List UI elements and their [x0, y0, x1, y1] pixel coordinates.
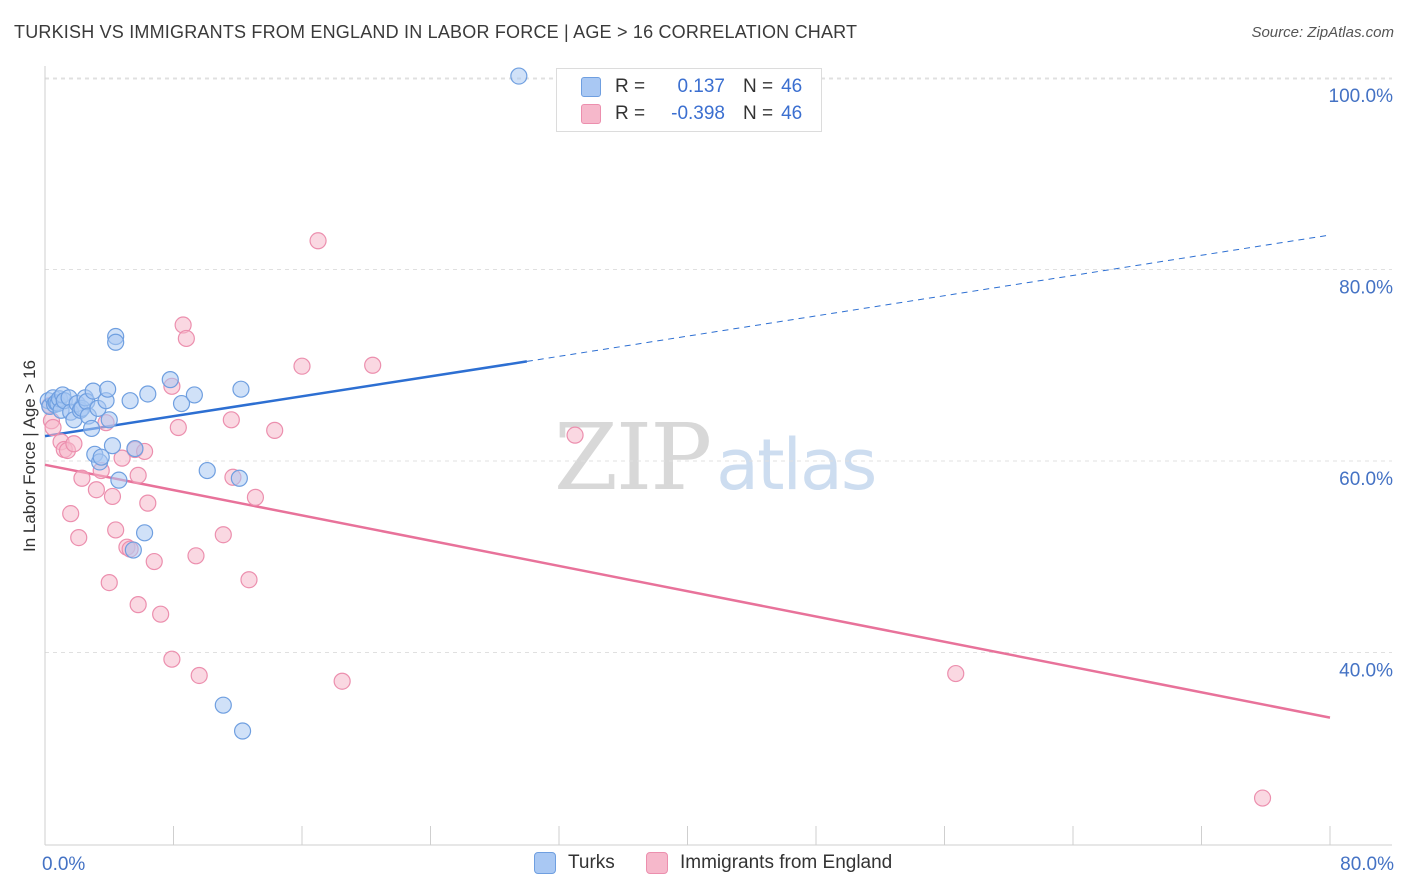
england-point [163, 650, 181, 668]
y-tick-label: 60.0% [1339, 469, 1393, 490]
england-point [266, 421, 284, 439]
turks-point [230, 469, 248, 487]
turks-trend-extension [526, 234, 1331, 362]
source-label: Source: ZipAtlas.com [1251, 24, 1394, 41]
england-point [214, 526, 232, 544]
legend-item-turks[interactable]: Turks [534, 852, 615, 874]
turks-n-value: 46 [781, 76, 803, 97]
england-point [309, 232, 327, 250]
turks-point [233, 722, 252, 740]
england-r-label: R = [615, 103, 646, 124]
england-point [1253, 789, 1272, 807]
england-point [73, 469, 91, 487]
turks-point [103, 437, 122, 455]
england-point [293, 357, 311, 375]
tick-labels: 40.0% 60.0% 80.0% 100.0% 0.0% 80.0% [42, 86, 1394, 875]
y-tick-label: 100.0% [1329, 86, 1394, 107]
england-point [113, 449, 131, 467]
turks-point [107, 333, 125, 351]
england-point [62, 505, 80, 523]
england-point [70, 528, 88, 547]
england-point [169, 418, 187, 437]
turks-n-label: N = [743, 76, 774, 97]
watermark-atlas: atlas [716, 424, 877, 506]
england-point [100, 574, 118, 592]
turks-point [82, 419, 101, 438]
england-point [103, 487, 122, 506]
england-n-value: 46 [781, 103, 803, 124]
legend-turks-label: Turks [568, 852, 615, 873]
trend-lines [44, 234, 1331, 719]
england-r-value: -0.398 [671, 103, 725, 124]
england-point [44, 418, 62, 437]
england-point [333, 672, 351, 690]
turks-point [124, 541, 142, 559]
turks-r-label: R = [615, 76, 646, 97]
turks-trend-line [44, 360, 528, 438]
turks-point [214, 696, 232, 714]
turks-point [126, 439, 144, 458]
england-point [65, 435, 83, 453]
turks-point [100, 411, 118, 429]
england-point [222, 411, 240, 429]
axes [44, 66, 1392, 846]
england-point [145, 552, 163, 571]
turks-point [92, 448, 110, 466]
turks-point [161, 371, 179, 389]
watermark: ZIPatlas [554, 404, 877, 511]
chart-title: TURKISH VS IMMIGRANTS FROM ENGLAND IN LA… [14, 22, 858, 42]
turks-point [139, 385, 157, 403]
turks-point [232, 380, 250, 398]
data-points [39, 67, 1272, 807]
y-tick-label: 80.0% [1339, 278, 1393, 299]
turks-point [110, 471, 128, 489]
turks-point [185, 386, 203, 404]
england-point [364, 356, 382, 374]
turks-point [121, 392, 139, 410]
watermark-zip: ZIP [554, 404, 712, 511]
england-point [246, 488, 265, 506]
england-point [190, 666, 208, 685]
x-tick-label-max: 80.0% [1340, 854, 1394, 875]
england-point [107, 521, 125, 539]
correlation-legend: R = 0.137 N = 46 R = -0.398 N = 46 [556, 68, 822, 132]
legend-item-england[interactable]: Immigrants from England [646, 852, 892, 874]
england-point [139, 494, 157, 512]
turks-point [198, 461, 216, 480]
legend-turks-swatch [534, 852, 556, 874]
england-point [87, 481, 106, 499]
turks-point [99, 380, 117, 398]
england-trend-line [44, 463, 1331, 719]
x-tick-label-min: 0.0% [42, 854, 85, 875]
y-tick-label: 40.0% [1339, 661, 1393, 682]
turks-point [510, 67, 528, 85]
england-swatch [581, 104, 601, 124]
england-point [566, 426, 584, 444]
legend-england-swatch [646, 852, 668, 874]
gridlines [45, 77, 1392, 653]
legend-row-turks: R = 0.137 N = 46 [581, 75, 802, 99]
turks-point [135, 524, 154, 542]
england-point [187, 547, 205, 565]
england-point [240, 571, 258, 589]
england-point [129, 596, 147, 614]
turks-r-value: 0.137 [677, 76, 725, 97]
legend-england-label: Immigrants from England [680, 852, 893, 873]
england-n-label: N = [743, 103, 774, 124]
england-point [152, 605, 170, 623]
series-legend: Turks Immigrants from England [0, 852, 1406, 878]
turks-point [172, 394, 191, 413]
legend-row-england: R = -0.398 N = 46 [581, 102, 802, 126]
england-point [947, 664, 965, 683]
england-point [129, 466, 147, 484]
turks-swatch [581, 77, 601, 97]
england-point [177, 329, 195, 348]
